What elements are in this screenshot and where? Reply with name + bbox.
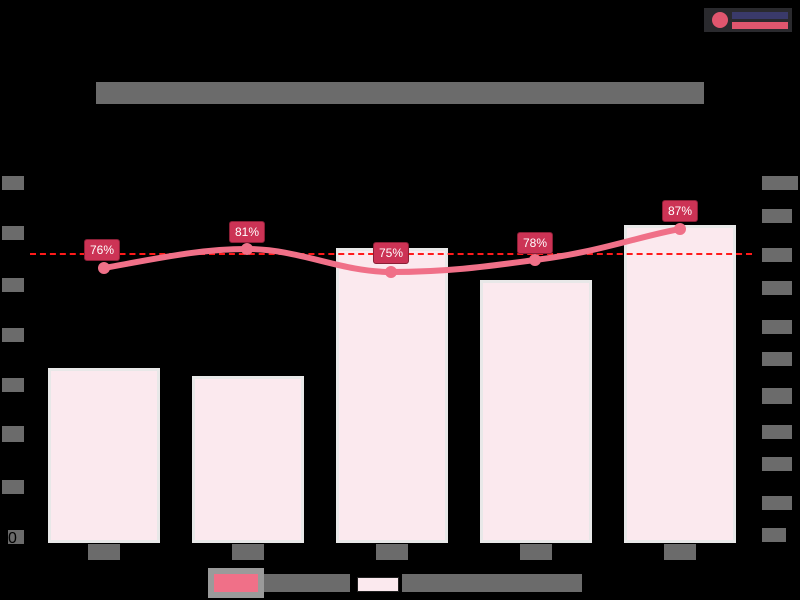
left-axis-label bbox=[2, 176, 24, 190]
logo-text-top bbox=[732, 12, 788, 19]
bar-4[interactable] bbox=[480, 280, 592, 543]
right-axis-label bbox=[762, 281, 792, 295]
right-axis-label bbox=[762, 496, 792, 510]
left-axis-label bbox=[2, 378, 24, 392]
x-axis-label bbox=[376, 544, 408, 560]
legend-swatch-bar[interactable] bbox=[357, 577, 399, 592]
legend-swatch-line[interactable] bbox=[208, 568, 264, 598]
right-axis-label bbox=[762, 457, 792, 471]
line-point[interactable] bbox=[529, 254, 541, 266]
data-label: 75% bbox=[372, 242, 410, 264]
right-axis-label bbox=[762, 352, 792, 366]
x-axis-label bbox=[88, 544, 120, 560]
line-point[interactable] bbox=[674, 223, 686, 235]
data-label: 81% bbox=[228, 221, 266, 243]
logo-text-bottom bbox=[732, 22, 788, 29]
chart-title bbox=[96, 82, 704, 104]
left-axis-label: 0 bbox=[8, 530, 24, 547]
bar-3[interactable] bbox=[336, 248, 448, 543]
line-point[interactable] bbox=[385, 266, 397, 278]
right-axis-label bbox=[762, 320, 792, 334]
x-axis-label bbox=[520, 544, 552, 560]
right-axis-label bbox=[762, 425, 792, 439]
legend-label-bar bbox=[402, 574, 582, 592]
left-axis-label bbox=[2, 226, 24, 240]
data-label: 87% bbox=[661, 200, 699, 222]
data-label: 78% bbox=[516, 232, 554, 254]
left-axis-label bbox=[2, 278, 24, 292]
right-axis-label bbox=[762, 176, 798, 190]
data-label: 76% bbox=[83, 239, 121, 261]
left-axis-label bbox=[2, 426, 24, 442]
brand-logo bbox=[704, 8, 792, 32]
left-axis-label bbox=[2, 480, 24, 494]
line-point[interactable] bbox=[98, 262, 110, 274]
x-axis-label bbox=[232, 544, 264, 560]
right-axis-label bbox=[762, 388, 792, 404]
right-axis-label bbox=[762, 209, 792, 223]
x-axis-label bbox=[664, 544, 696, 560]
right-axis-label bbox=[762, 528, 786, 542]
line-point[interactable] bbox=[241, 243, 253, 255]
bar-2[interactable] bbox=[192, 376, 304, 543]
globe-icon bbox=[712, 12, 728, 28]
right-axis-label bbox=[762, 248, 792, 262]
bar-1[interactable] bbox=[48, 368, 160, 543]
bar-5[interactable] bbox=[624, 225, 736, 543]
legend-label-line bbox=[264, 574, 350, 592]
left-axis-label bbox=[2, 328, 24, 342]
